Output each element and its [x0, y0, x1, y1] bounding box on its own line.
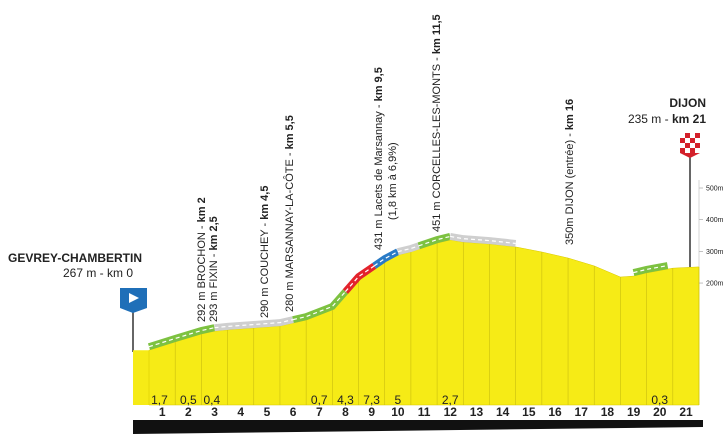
gradient-label: 0,3	[651, 393, 668, 407]
finish-km: km 21	[672, 112, 706, 126]
waypoint-name: 280 m MARSANNAY-LA-CÔTE -	[283, 149, 296, 312]
km-label: 2	[185, 405, 192, 419]
finish-detail: 235 m - km 21	[628, 112, 706, 126]
waypoint-name: 350m DIJON (entrée) -	[564, 130, 576, 245]
km-label: 14	[496, 405, 510, 419]
start-detail: 267 m - km 0	[63, 266, 133, 280]
base-band	[133, 420, 703, 434]
segment-dash	[418, 235, 451, 247]
km-label: 16	[548, 405, 562, 419]
start-arrow	[129, 293, 139, 303]
km-label: 19	[627, 405, 641, 419]
altitude-label: 200m	[706, 281, 724, 288]
waypoint-label: 293 m FIXIN - km 2,5	[208, 216, 220, 322]
gradient-label: 5	[394, 393, 401, 407]
waypoint-km: km 2	[196, 197, 208, 222]
gradient-label: 0,4	[204, 393, 221, 407]
km-label: 15	[522, 405, 536, 419]
waypoint-label: 350m DIJON (entrée) - km 16	[564, 99, 576, 245]
waypoint-km: km 2,5	[208, 216, 220, 250]
waypoint-label: 431 m Lacets de Marsannay - km 9,5	[373, 67, 385, 250]
waypoint-label: 451 m CORCELLES-LES-MONTS - km 11,5	[431, 14, 443, 232]
km-label: 10	[391, 405, 405, 419]
km-label: 18	[601, 405, 615, 419]
profile-lead-in	[133, 350, 149, 405]
waypoint-name: 292 m BROCHON -	[196, 222, 208, 322]
waypoint-km: km 11,5	[431, 14, 443, 54]
gradient-label: 7,3	[363, 393, 380, 407]
climb-segment	[342, 262, 377, 294]
finish-name: DIJON	[669, 96, 706, 110]
waypoint-note: (1,8 km à 6,9%)	[387, 142, 399, 220]
km-label: 17	[575, 405, 589, 419]
altitude-label: 500m	[706, 186, 724, 193]
km-label: 6	[290, 405, 297, 419]
gradient-label: 2,7	[442, 393, 459, 407]
profile-area	[148, 239, 700, 406]
segment-dash	[450, 235, 516, 245]
waypoint-label: 292 m BROCHON - km 2	[196, 197, 208, 322]
km-label: 21	[679, 405, 693, 419]
km-label: 20	[653, 405, 667, 419]
waypoint-label: 290 m COUCHEY - km 4,5	[259, 186, 271, 318]
altitude-label: 400m	[706, 217, 724, 224]
climb-segment	[147, 324, 216, 351]
gradient-label: 0,5	[180, 393, 197, 407]
segment-dash	[373, 251, 399, 267]
finish-elevation: 235 m -	[628, 112, 672, 126]
km-label: 11	[418, 405, 431, 419]
gradient-label: 4,3	[337, 393, 354, 407]
km-label: 13	[470, 405, 484, 419]
waypoint-name: 431 m Lacets de Marsannay -	[373, 101, 385, 250]
km-label: 12	[444, 405, 458, 419]
km-label: 3	[211, 405, 218, 419]
segment-dash	[292, 291, 346, 321]
climb-segment	[632, 262, 669, 276]
waypoint-name: 451 m CORCELLES-LES-MONTS -	[431, 54, 443, 232]
gradient-label: 1,7	[151, 393, 168, 407]
waypoint-km: km 5,5	[284, 115, 296, 149]
km-label: 4	[237, 405, 244, 419]
waypoint-name: 290 m COUCHEY -	[259, 220, 271, 318]
gradient-label: 0,7	[311, 393, 328, 407]
climb-segment	[396, 242, 420, 256]
waypoint-km: km 9,5	[373, 67, 385, 101]
waypoint-name: 293 m FIXIN -	[208, 250, 220, 322]
km-label: 1	[159, 405, 166, 419]
km-label: 8	[342, 405, 349, 419]
km-label: 5	[264, 405, 271, 419]
km-label: 7	[316, 405, 323, 419]
altitude-label: 300m	[706, 249, 724, 256]
finish-flag	[680, 133, 700, 158]
waypoint-label: 280 m MARSANNAY-LA-CÔTE - km 5,5	[283, 115, 296, 312]
segment-dash	[214, 319, 294, 329]
km-label: 9	[368, 405, 375, 419]
waypoint-km: km 4,5	[259, 186, 271, 220]
waypoint-km: km 16	[564, 99, 576, 130]
profile-layer: 1 2 3 4 5 6 7 8 9 10 11 12 13 14 15 16 17 18 19 20 211,7 0,5 0…	[133, 14, 724, 434]
start-name: GEVREY-CHAMBERTIN	[8, 251, 142, 265]
